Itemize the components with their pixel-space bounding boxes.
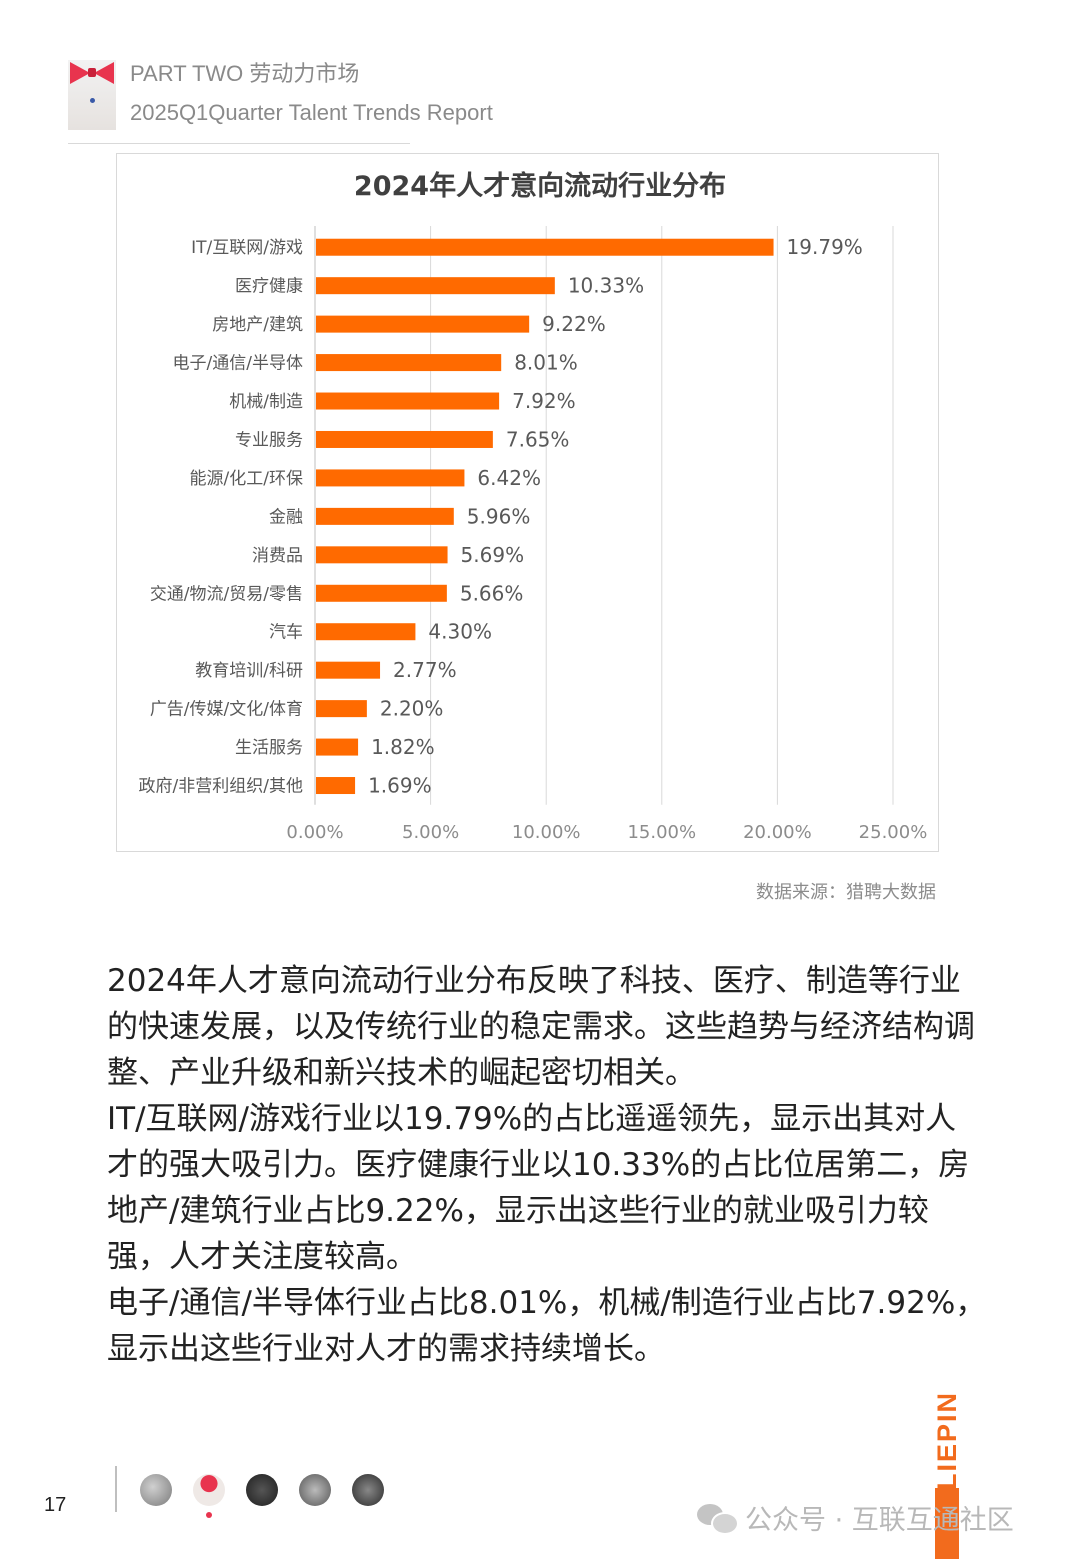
category-label: 汽车 xyxy=(269,623,303,643)
data-label: 7.92% xyxy=(512,389,576,413)
x-tick-label: 0.00% xyxy=(286,822,343,840)
data-label: 1.82% xyxy=(371,735,435,759)
bar xyxy=(316,700,367,718)
active-page-indicator xyxy=(206,1512,212,1518)
data-label: 10.33% xyxy=(568,274,644,298)
bar xyxy=(316,430,493,448)
header-divider xyxy=(68,143,410,144)
data-label: 1.69% xyxy=(368,774,432,798)
category-label: 医疗健康 xyxy=(235,277,303,297)
chart-frame xyxy=(116,153,939,852)
category-label: 交通/物流/贸易/零售 xyxy=(150,584,303,604)
footer-divider xyxy=(115,1466,117,1512)
report-title: 2025Q1Quarter Talent Trends Report xyxy=(130,100,493,125)
category-label: 专业服务 xyxy=(235,430,303,450)
nav-thumb-4[interactable] xyxy=(299,1474,331,1506)
bar xyxy=(316,738,359,756)
category-label: IT/互联网/游戏 xyxy=(191,238,303,258)
bar xyxy=(316,623,416,641)
category-label: 电子/通信/半导体 xyxy=(173,354,303,374)
category-label: 消费品 xyxy=(252,546,303,566)
x-tick-label: 15.00% xyxy=(627,822,696,840)
bar xyxy=(316,238,774,256)
data-label: 19.79% xyxy=(787,235,863,259)
paragraph-2: IT/互联网/游戏行业以19.79%的占比遥遥领先，显示出其对人才的强大吸引力。… xyxy=(107,1101,970,1275)
bar xyxy=(316,354,502,372)
brand-logo: LIEPIN xyxy=(931,1390,962,1490)
data-label: 8.01% xyxy=(514,351,578,375)
data-label: 5.66% xyxy=(460,581,524,605)
data-label: 7.65% xyxy=(506,427,570,451)
category-label: 教育培训/科研 xyxy=(195,661,303,681)
bar xyxy=(316,661,381,679)
category-label: 政府/非营利组织/其他 xyxy=(139,777,303,797)
nav-thumb-3[interactable] xyxy=(246,1474,278,1506)
paragraph-1: 2024年人才意向流动行业分布反映了科技、医疗、制造等行业的快速发展，以及传统行… xyxy=(107,963,975,1091)
data-label: 2.20% xyxy=(380,697,444,721)
x-tick-label: 20.00% xyxy=(743,822,812,840)
data-label: 5.96% xyxy=(467,504,531,528)
paragraph-3: 电子/通信/半导体行业占比8.01%，机械/制造行业占比7.92%，显示出这些行… xyxy=(107,1285,987,1367)
nav-thumb-5[interactable] xyxy=(352,1474,384,1506)
data-source: 数据来源：猎聘大数据 xyxy=(756,882,936,903)
bar xyxy=(316,392,500,410)
bar-chart: 0.00% 5.00% 10.00% 15.00% 20.00% 25.00% IT/互联网… xyxy=(139,226,928,840)
category-label: 机械/制造 xyxy=(229,392,303,412)
category-label: 金融 xyxy=(269,507,303,527)
nav-thumb-2[interactable] xyxy=(193,1474,225,1506)
bar xyxy=(316,315,530,333)
wechat-icon xyxy=(697,1502,739,1535)
category-label: 房地产/建筑 xyxy=(212,315,303,335)
bar xyxy=(316,546,448,564)
header-thumbnail-image xyxy=(68,60,116,130)
body-text: 2024年人才意向流动行业分布反映了科技、医疗、制造等行业的快速发展，以及传统行… xyxy=(107,958,987,1372)
brand-bar xyxy=(935,1488,959,1559)
page-number: 17 xyxy=(44,1494,67,1516)
data-label: 9.22% xyxy=(542,312,606,336)
category-label: 生活服务 xyxy=(235,738,303,758)
bar xyxy=(316,584,447,602)
section-label: PART TWO 劳动力市场 xyxy=(130,61,360,86)
x-tick-label: 10.00% xyxy=(512,822,581,840)
data-label: 2.77% xyxy=(393,658,457,682)
x-tick-label: 5.00% xyxy=(402,822,459,840)
data-label: 4.30% xyxy=(428,620,492,644)
bar xyxy=(316,507,454,525)
data-label: 5.69% xyxy=(461,543,525,567)
category-label: 广告/传媒/文化/体育 xyxy=(150,700,303,720)
bar xyxy=(316,469,465,487)
data-label: 6.42% xyxy=(477,466,541,490)
x-tick-label: 25.00% xyxy=(859,822,928,840)
category-label: 能源/化工/环保 xyxy=(190,469,303,489)
nav-thumb-1[interactable] xyxy=(140,1474,172,1506)
chart-title: 2024年人才意向流动行业分布 xyxy=(353,171,727,202)
bar xyxy=(316,277,555,295)
watermark: 公众号 · 互联互通社区 xyxy=(697,1498,1014,1537)
bar xyxy=(316,777,356,795)
